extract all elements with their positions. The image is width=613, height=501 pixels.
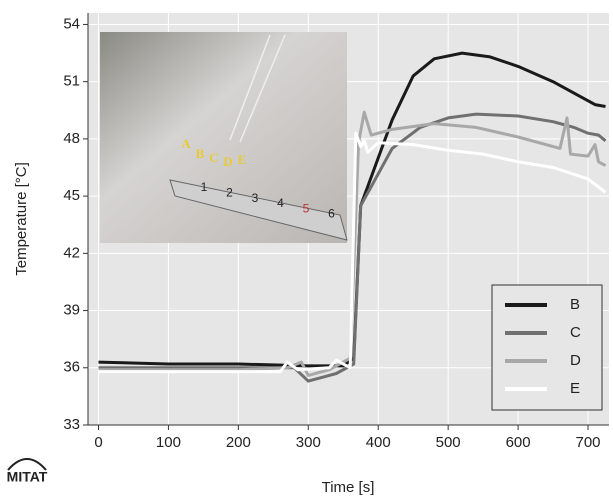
series-line xyxy=(98,110,607,377)
ruler-label: 1 xyxy=(201,180,208,194)
x-axis-label: Time [s] xyxy=(322,479,375,496)
legend-label: C xyxy=(570,324,581,341)
x-tick-label: 200 xyxy=(226,434,251,451)
ruler xyxy=(169,179,348,241)
y-tick-label: 42 xyxy=(63,244,80,261)
y-tick-label: 33 xyxy=(63,416,80,433)
probe-label: A xyxy=(181,136,191,151)
x-tick-label: 500 xyxy=(436,434,461,451)
y-tick-label: 54 xyxy=(63,15,80,32)
probe-wire xyxy=(229,34,271,141)
logo: MITAT xyxy=(7,469,48,485)
x-tick-label: 300 xyxy=(296,434,321,451)
ruler-label: 3 xyxy=(252,191,259,205)
lines xyxy=(98,51,607,383)
probe-wire xyxy=(239,34,286,143)
ruler-label: 5 xyxy=(303,201,310,215)
y-tick-label: 36 xyxy=(63,359,80,376)
series-line xyxy=(98,51,606,368)
probe-label: C xyxy=(209,150,218,165)
x-tick-label: 600 xyxy=(506,434,531,451)
y-tick-label: 48 xyxy=(63,130,80,147)
ruler-label: 2 xyxy=(226,185,233,199)
y-tick-label: 51 xyxy=(63,73,80,90)
probe-label: D xyxy=(223,154,232,169)
legend-label: D xyxy=(570,352,581,369)
x-tick-label: 400 xyxy=(366,434,391,451)
y-tick-label: 45 xyxy=(63,187,80,204)
probe-label: B xyxy=(196,146,205,161)
ruler-label: 4 xyxy=(277,196,284,210)
series-line xyxy=(98,112,607,383)
x-tick-label: 0 xyxy=(94,434,102,451)
x-tick-label: 100 xyxy=(156,434,181,451)
y-axis-label: Temperature [°C] xyxy=(13,162,30,276)
y-tick-label: 39 xyxy=(63,302,80,319)
x-tick-label: 700 xyxy=(576,434,601,451)
legend-label: E xyxy=(570,380,580,397)
inset-photo xyxy=(100,32,348,243)
probe-label: E xyxy=(238,152,247,167)
legend-label: B xyxy=(570,296,580,313)
inset-labels: AB C D E 1 2 3 4 5 6 xyxy=(181,136,335,221)
ruler-label: 6 xyxy=(328,207,335,221)
logo-arc xyxy=(7,458,47,471)
series-line xyxy=(98,131,607,374)
